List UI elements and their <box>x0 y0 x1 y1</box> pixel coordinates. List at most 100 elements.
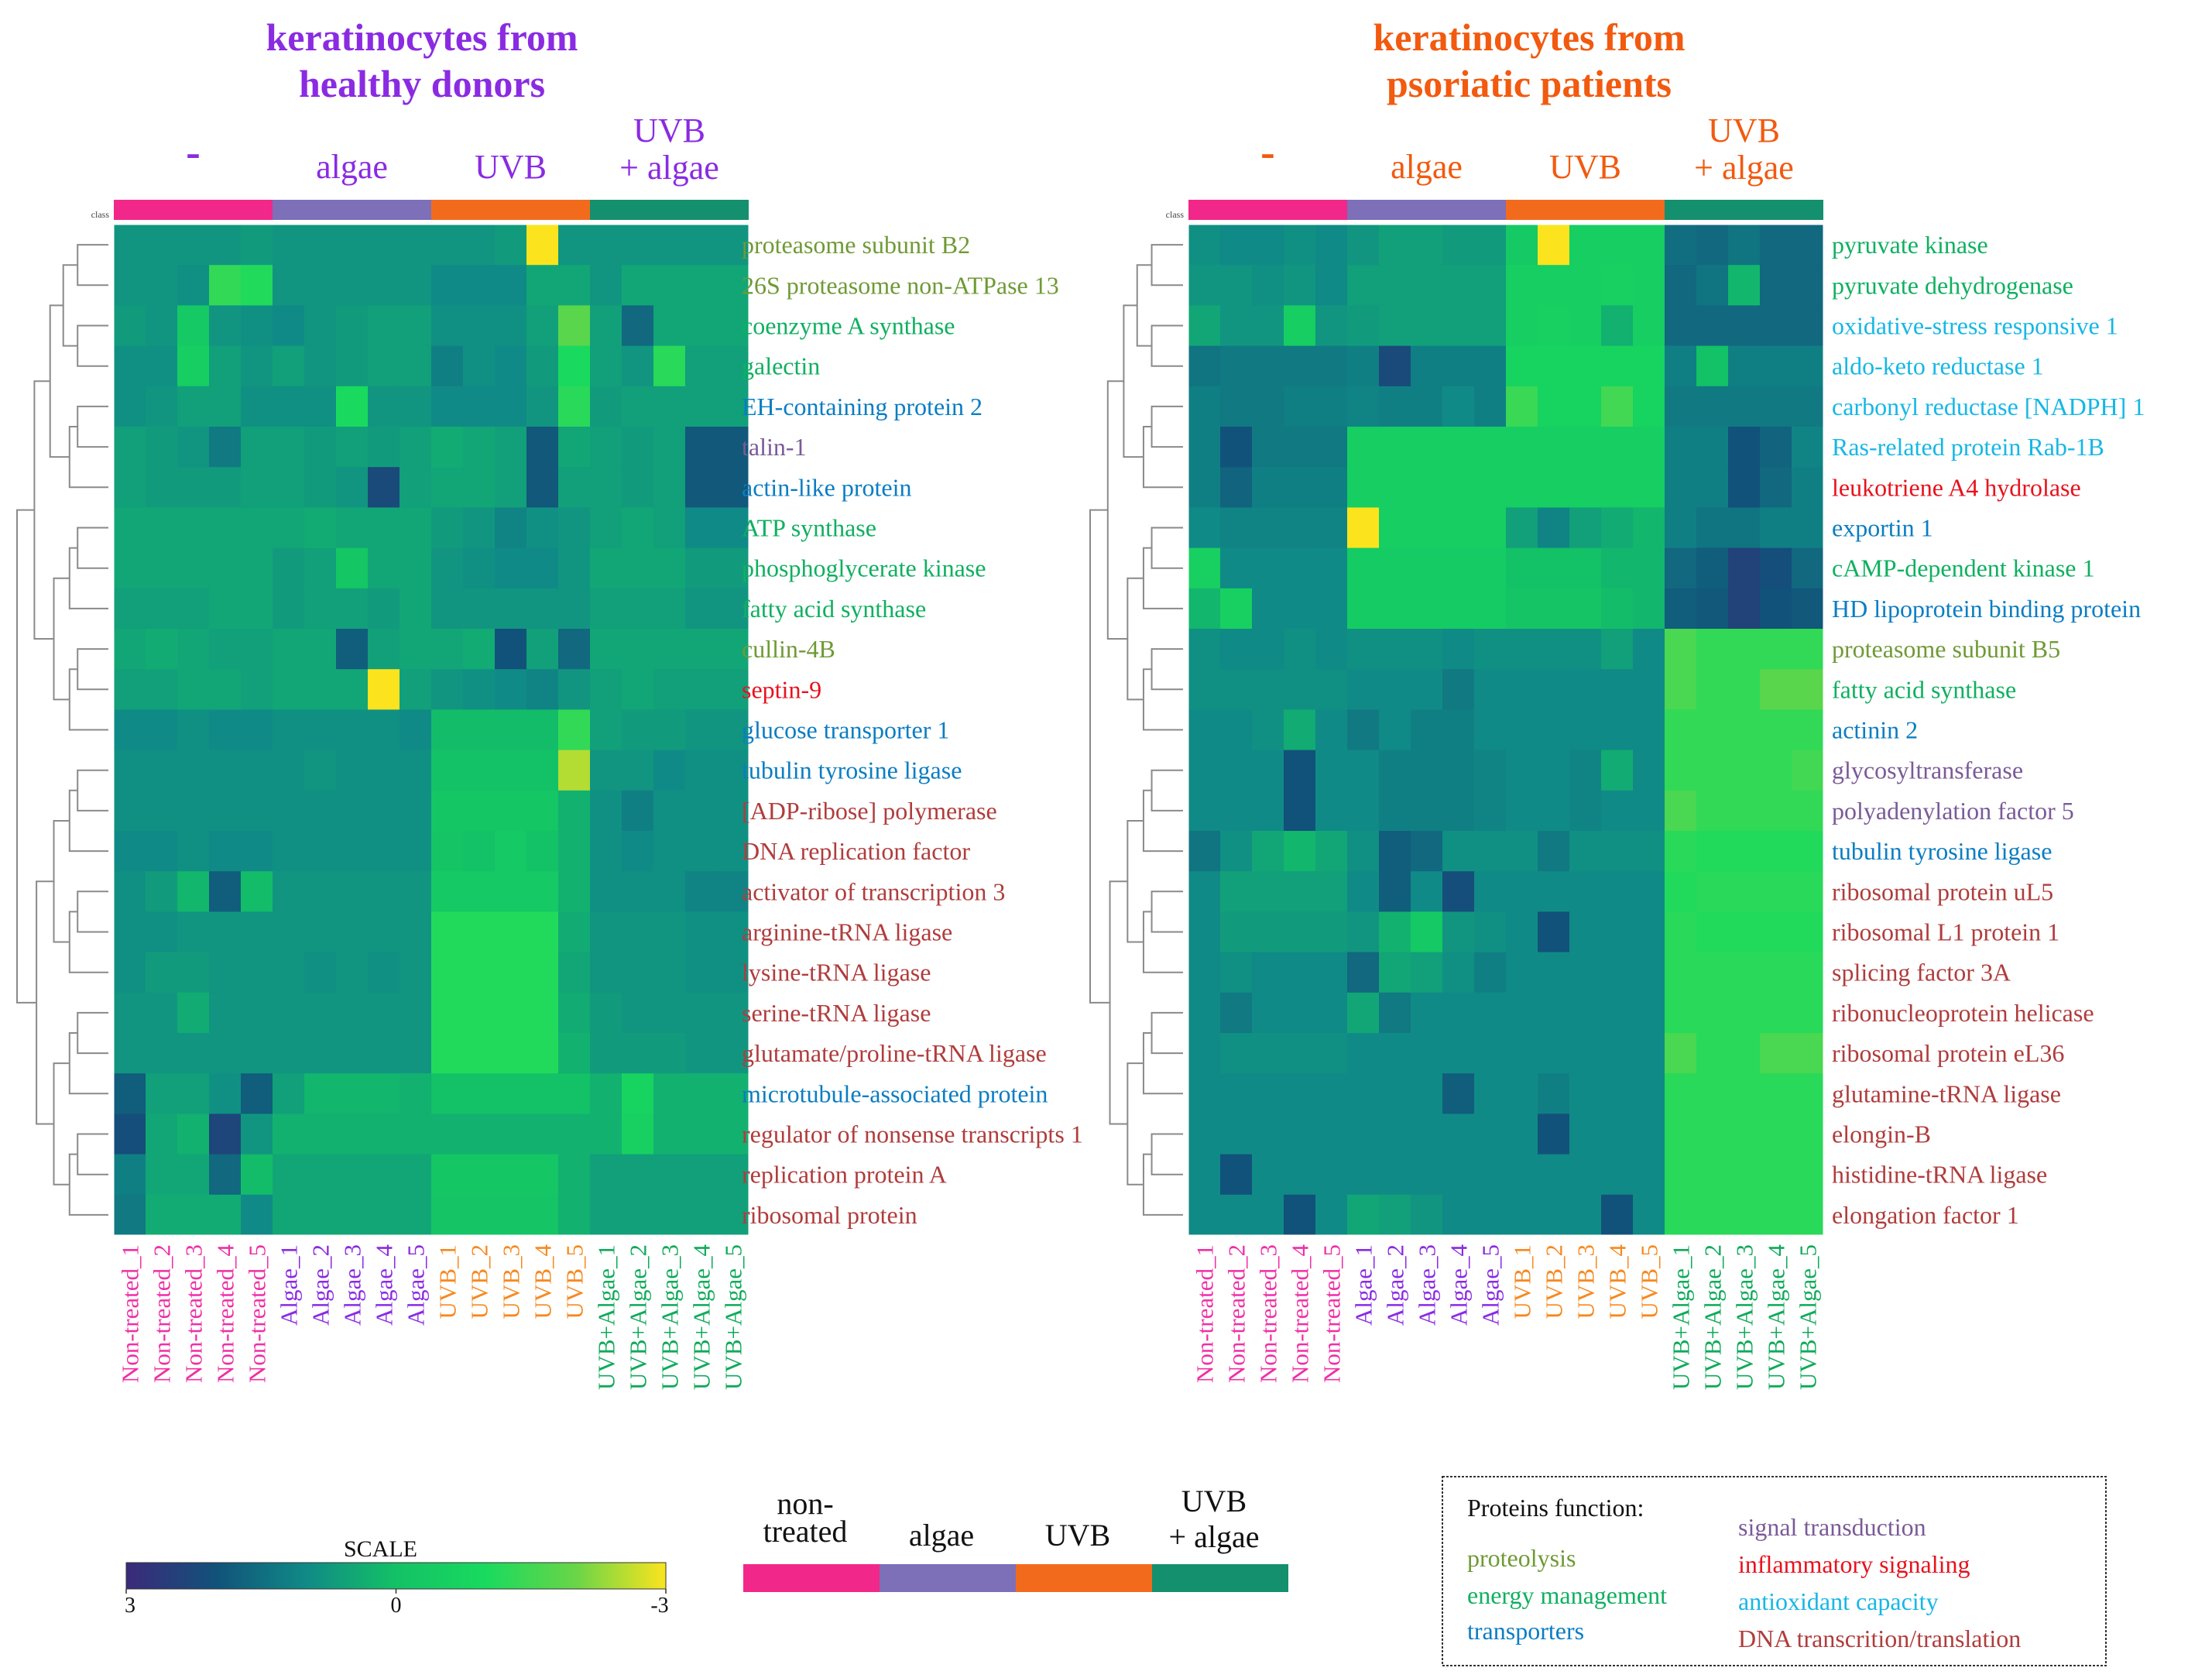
heatmap-cell <box>1538 467 1570 508</box>
heatmap-cell <box>1315 1194 1348 1236</box>
heatmap-cell <box>114 1073 146 1114</box>
heatmap-cell <box>1538 709 1570 751</box>
heatmap-cell <box>1442 911 1475 953</box>
heatmap-cell <box>273 345 305 387</box>
heatmap-cell <box>653 871 686 912</box>
heatmap-cell <box>1506 1194 1538 1236</box>
heatmap-cell <box>304 629 337 670</box>
heatmap-cell <box>1347 911 1380 953</box>
heatmap-cell <box>1696 952 1729 993</box>
heatmap-cell <box>400 588 432 630</box>
heatmap-cell <box>1220 1073 1253 1114</box>
heatmap-cell <box>114 831 146 872</box>
heatmap-cell <box>717 588 749 630</box>
heatmap-cell <box>1728 547 1761 589</box>
dendrogram-branch <box>1151 890 1183 933</box>
heatmap-cell <box>495 992 527 1034</box>
heatmap-cell <box>495 265 527 306</box>
heatmap-cell <box>1506 1154 1538 1196</box>
heatmap-cell <box>653 1073 686 1114</box>
heatmap-cell <box>1506 1073 1538 1114</box>
heatmap-cell <box>590 992 622 1034</box>
heatmap-cell <box>1601 831 1634 872</box>
heatmap-cell <box>1633 467 1665 508</box>
heatmap-cell <box>1315 790 1348 832</box>
heatmap-cell <box>1760 992 1792 1034</box>
heatmap-cell <box>1760 669 1792 710</box>
heatmap-cell <box>1506 467 1538 508</box>
sample-label: Algae_5 <box>1477 1244 1504 1326</box>
heatmap-cell <box>590 911 622 953</box>
heatmap-cell <box>146 629 178 670</box>
heatmap-cell <box>241 952 273 993</box>
heatmap-cell <box>526 265 559 306</box>
heatmap-cell <box>463 790 496 832</box>
heatmap-cell <box>114 952 146 993</box>
heatmap-cell <box>558 1154 591 1196</box>
heatmap-cell <box>495 386 527 427</box>
heatmap-cell <box>526 790 559 832</box>
heatmap-cell <box>1315 1154 1348 1196</box>
heatmap-cell <box>590 1194 622 1236</box>
row-label: glycosyltransferase <box>1832 757 2023 784</box>
dendrogram-branch <box>53 1062 70 1186</box>
heatmap-cell <box>273 871 305 912</box>
sample-label: UVB_5 <box>561 1244 588 1319</box>
dendrogram-branch <box>1106 380 1128 640</box>
heatmap-cell <box>1569 992 1602 1034</box>
heatmap-cell <box>304 1154 337 1196</box>
heatmap-cell <box>1220 790 1253 832</box>
heatmap-cell <box>1379 507 1411 549</box>
heatmap-cell <box>558 427 591 468</box>
heatmap-cell <box>1284 225 1316 266</box>
heatmap-cell <box>431 386 464 427</box>
panel-title-line: healthy donors <box>299 62 545 105</box>
heatmap-cell <box>590 1114 622 1155</box>
heatmap-cell <box>336 1033 369 1074</box>
dendrogram-branch <box>68 426 108 489</box>
heatmap-cell <box>1696 386 1729 427</box>
heatmap-cell <box>1315 1114 1348 1155</box>
group-label: - <box>1260 129 1275 177</box>
dendrogram-branch <box>68 1032 108 1095</box>
heatmap-cell <box>622 225 654 266</box>
row-label: ribosomal protein uL5 <box>1832 877 2053 905</box>
dendrogram-branch <box>1142 426 1183 489</box>
heatmap-cell <box>1252 427 1284 468</box>
row-label: polyadenylation factor 5 <box>1832 797 2074 825</box>
heatmap-cell <box>1347 386 1380 427</box>
heatmap-cell <box>1347 225 1380 266</box>
heatmap-cell <box>1442 345 1475 387</box>
heatmap-cell <box>1411 547 1443 589</box>
heatmap-cell <box>1379 1194 1411 1236</box>
dendrogram-branch <box>1109 880 1128 1125</box>
heatmap-cell <box>1728 952 1761 993</box>
heatmap-cell <box>241 507 273 549</box>
heatmap-cell <box>368 790 400 832</box>
heatmap-cell <box>590 305 622 347</box>
heatmap-cell <box>336 588 369 630</box>
heatmap-cell <box>653 952 686 993</box>
heatmap-cell <box>1347 305 1380 347</box>
class-bar-segment <box>1347 200 1506 220</box>
heatmap-cell <box>1728 669 1761 710</box>
heatmap-cell <box>685 225 718 266</box>
heatmap-cell <box>304 467 337 508</box>
heatmap-cell <box>1315 588 1348 630</box>
heatmap-cell <box>1696 992 1729 1034</box>
heatmap-cell <box>1601 467 1634 508</box>
heatmap-cell <box>304 305 337 347</box>
heatmap-cell <box>463 547 496 589</box>
heatmap-cell <box>241 629 273 670</box>
heatmap-cell <box>114 750 146 791</box>
heatmap-cell <box>114 1154 146 1196</box>
heatmap-cell <box>1347 1154 1380 1196</box>
row-label: Ras-related protein Rab-1B <box>1832 433 2104 461</box>
sample-label: Non-treated_3 <box>1255 1244 1282 1383</box>
heatmap-cell <box>1411 790 1443 832</box>
heatmap-cell <box>1792 305 1824 347</box>
dendrogram-branch <box>77 648 108 691</box>
heatmap-cell <box>114 467 146 508</box>
heatmap-cell <box>146 750 178 791</box>
group-label: algae <box>1391 148 1463 186</box>
